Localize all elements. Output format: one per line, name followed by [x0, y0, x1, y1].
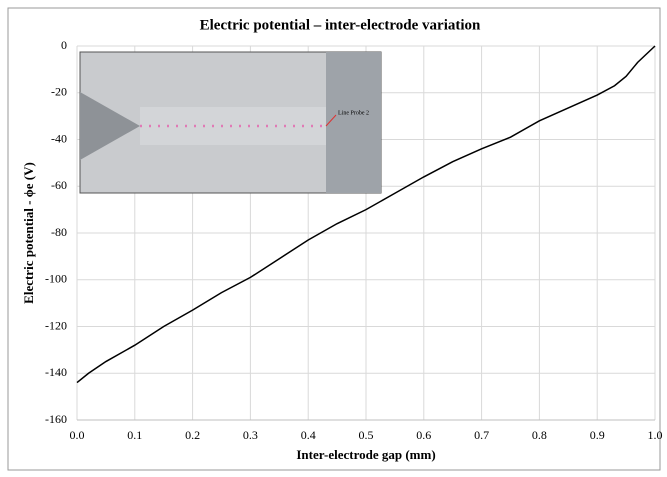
- y-tick-label: -40: [51, 131, 67, 145]
- y-tick-label: 0: [61, 38, 67, 52]
- inset-pointer: [325, 114, 337, 127]
- x-tick-label: 0.3: [243, 428, 258, 442]
- inset-tip: [80, 92, 140, 160]
- x-tick-label: 1.0: [648, 428, 663, 442]
- x-tick-label: 0.1: [127, 428, 142, 442]
- chart-title: Electric potential – inter-electrode var…: [200, 17, 481, 33]
- inset-electrode: [326, 52, 381, 193]
- y-axis-title: Electric potential - ϕe (V): [21, 162, 36, 304]
- x-tick-label: 0.0: [70, 428, 85, 442]
- x-tick-label: 0.9: [590, 428, 605, 442]
- data-line: [76, 45, 656, 384]
- x-tick-label: 0.2: [185, 428, 200, 442]
- y-tick-label: -60: [51, 178, 67, 192]
- y-tick-label: -160: [45, 412, 67, 426]
- y-tick-label: -100: [45, 272, 67, 286]
- y-tick-label: -120: [45, 318, 67, 332]
- x-tick-label: 0.8: [532, 428, 547, 442]
- x-axis-title: Inter-electrode gap (mm): [296, 447, 435, 462]
- y-tick-label: -80: [51, 225, 67, 239]
- x-tick-label: 0.7: [474, 428, 489, 442]
- y-tick-label: -140: [45, 365, 67, 379]
- x-tick-label: 0.6: [416, 428, 431, 442]
- y-tick-label: -20: [51, 85, 67, 99]
- x-tick-label: 0.4: [301, 428, 316, 442]
- x-tick-label: 0.5: [359, 428, 374, 442]
- inset-label: Line Probe 2: [338, 110, 369, 116]
- inset-image: Line Probe 2: [79, 51, 382, 194]
